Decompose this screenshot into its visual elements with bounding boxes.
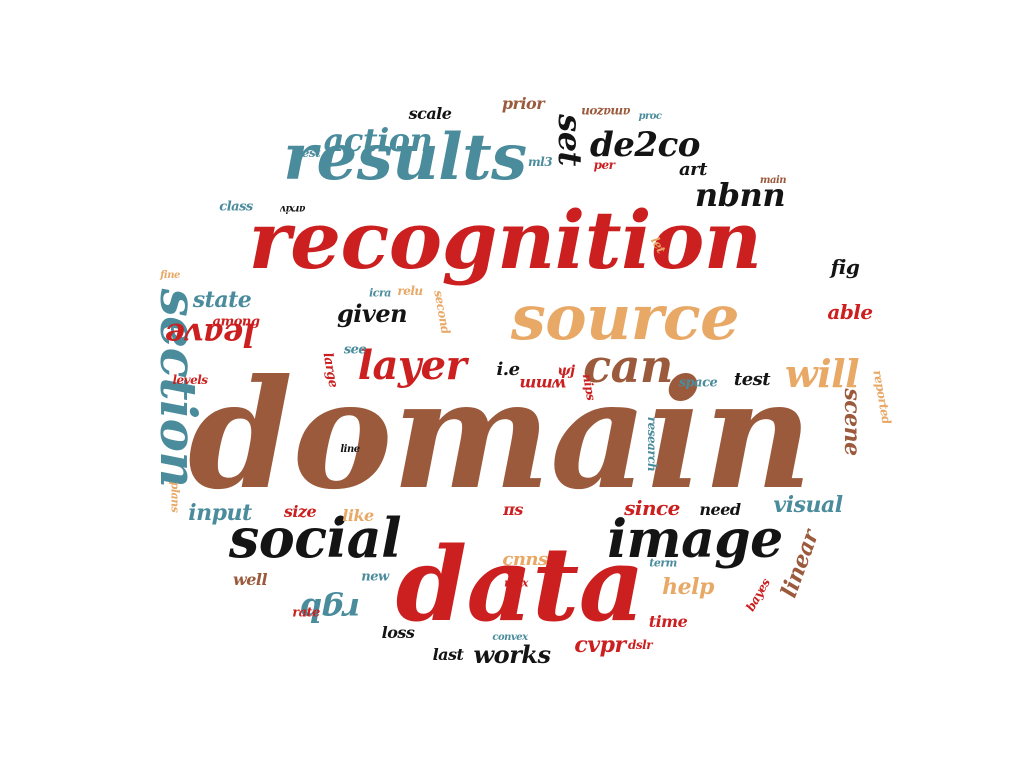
cloud-word: like bbox=[342, 506, 374, 525]
cloud-word: reported bbox=[870, 369, 894, 425]
cloud-word: de2co bbox=[590, 125, 700, 165]
cloud-word: since bbox=[624, 496, 680, 520]
cloud-word: plans bbox=[168, 481, 182, 513]
cloud-word: wmm bbox=[519, 375, 567, 394]
cloud-word: works bbox=[473, 640, 551, 669]
cloud-word: research bbox=[645, 416, 659, 472]
cloud-word: see bbox=[343, 342, 367, 358]
cloud-word: social bbox=[228, 506, 402, 570]
cloud-word: fig bbox=[830, 255, 860, 279]
cloud-word: help bbox=[662, 574, 714, 600]
cloud-word: domain bbox=[188, 347, 812, 523]
cloud-word: fine bbox=[160, 270, 180, 281]
cloud-word: need bbox=[699, 500, 741, 519]
cloud-word: nbnn bbox=[694, 176, 786, 214]
cloud-word: image bbox=[607, 509, 783, 570]
cloud-word: convex bbox=[492, 632, 528, 643]
cloud-word: second bbox=[431, 289, 453, 335]
cloud-word: will bbox=[784, 351, 860, 396]
cloud-word: levels bbox=[172, 373, 208, 387]
cloud-word: per bbox=[593, 158, 615, 172]
cloud-word: action bbox=[323, 121, 433, 159]
cloud-word: proc bbox=[638, 111, 662, 122]
cloud-word: given bbox=[336, 299, 408, 328]
cloud-word: cnns bbox=[502, 549, 548, 570]
cloud-word: recognition bbox=[248, 193, 762, 287]
cloud-word: set bbox=[551, 114, 589, 166]
cloud-word: relu bbox=[397, 284, 423, 298]
cloud-word: term bbox=[649, 556, 677, 570]
cloud-word: can bbox=[583, 339, 673, 393]
cloud-word: able bbox=[827, 300, 873, 324]
cloud-word: last bbox=[432, 645, 464, 664]
cloud-word: test bbox=[733, 369, 771, 390]
cloud-word: space bbox=[678, 375, 718, 391]
cloud-word: time bbox=[648, 612, 688, 631]
cloud-word: rest bbox=[295, 146, 321, 160]
cloud-word: πs bbox=[503, 500, 523, 519]
cloud-word: loss bbox=[381, 623, 415, 642]
cloud-word: data bbox=[395, 525, 645, 645]
cloud-word: class bbox=[219, 199, 253, 215]
cloud-word: cvpr bbox=[574, 632, 626, 658]
cloud-word: max bbox=[504, 576, 528, 590]
cloud-word: ψj bbox=[557, 363, 575, 379]
cloud-word: among bbox=[212, 314, 260, 330]
cloud-word: layer bbox=[357, 342, 467, 389]
cloud-word: prior bbox=[501, 94, 545, 113]
cloud-word: i.e bbox=[496, 359, 520, 380]
cloud-word: arxiv bbox=[280, 203, 306, 214]
cloud-word: dslr bbox=[627, 638, 653, 652]
cloud-word: bayes bbox=[743, 576, 773, 614]
cloud-word: scene bbox=[839, 388, 865, 456]
cloud-word: main bbox=[759, 175, 787, 186]
cloud-word: results bbox=[283, 120, 527, 195]
cloud-word: new bbox=[361, 569, 389, 585]
cloud-word: ml3 bbox=[527, 155, 553, 169]
cloud-word: source bbox=[510, 281, 740, 354]
cloud-word: scale bbox=[408, 104, 452, 123]
cloud-word: well bbox=[232, 570, 268, 589]
cloud-word: linear bbox=[775, 526, 825, 602]
cloud-word: amazon bbox=[581, 105, 631, 119]
cloud-word: state bbox=[192, 287, 252, 313]
cloud-word: rate bbox=[292, 605, 320, 621]
cloud-word: size bbox=[283, 502, 317, 521]
cloud-word: icra bbox=[369, 286, 391, 300]
cloud-word: art bbox=[679, 159, 707, 180]
cloud-word: visual bbox=[773, 492, 843, 518]
cloud-word: line bbox=[340, 444, 360, 455]
cloud-word: input bbox=[188, 500, 252, 526]
